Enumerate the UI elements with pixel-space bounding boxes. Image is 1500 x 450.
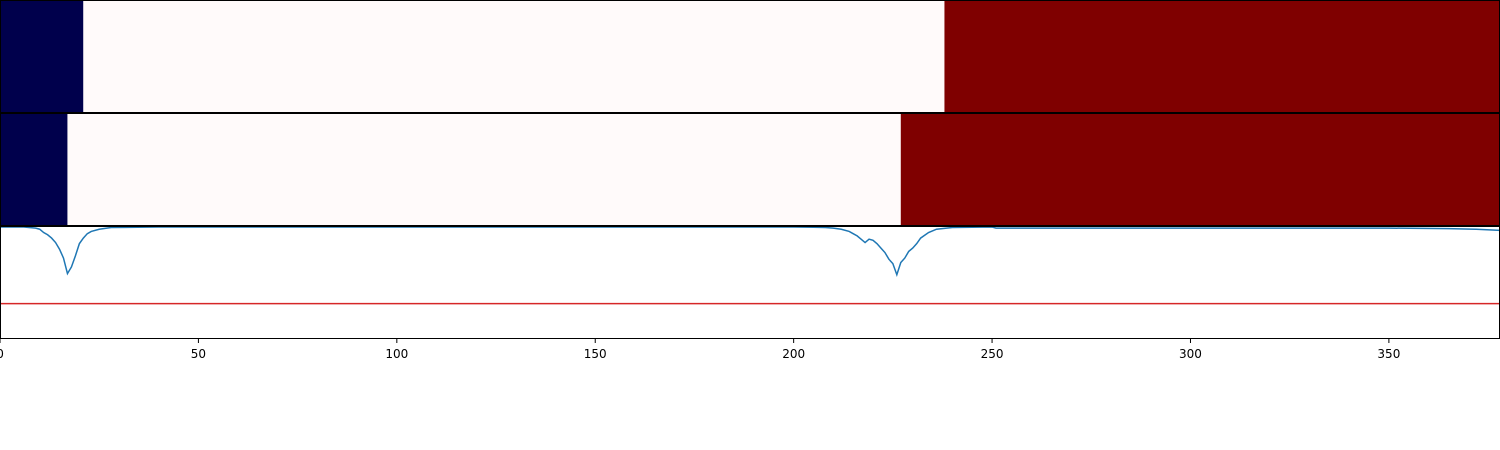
segmentation-bar-1-segment-1: [0, 1, 84, 112]
x-axis: 0 50 100 150 200 250 300 350: [0, 339, 1400, 361]
segmentation-bar-2-segment-3: [900, 114, 1500, 225]
score-line-plot: [0, 226, 1500, 305]
x-tick-label-50: 50: [191, 347, 206, 361]
x-tick-label-150: 150: [584, 347, 607, 361]
segmentation-bar-1: [0, 1, 1500, 112]
x-tick-label-200: 200: [782, 347, 805, 361]
x-tick-label-350: 350: [1377, 347, 1400, 361]
segmentation-bar-1-segment-3: [944, 1, 1500, 112]
segmentation-bar-2: [0, 114, 1500, 225]
score-line: [0, 226, 1500, 278]
x-tick-label-100: 100: [385, 347, 408, 361]
segmentation-bar-2-segment-2: [67, 114, 901, 225]
x-tick-label-300: 300: [1179, 347, 1202, 361]
segmentation-bar-1-segment-2: [83, 1, 945, 112]
x-tick-label-250: 250: [981, 347, 1004, 361]
line-plot-frame: [0, 226, 1500, 339]
segmentation-bar-2-segment-1: [0, 114, 68, 225]
x-tick-label-0: 0: [0, 347, 4, 361]
